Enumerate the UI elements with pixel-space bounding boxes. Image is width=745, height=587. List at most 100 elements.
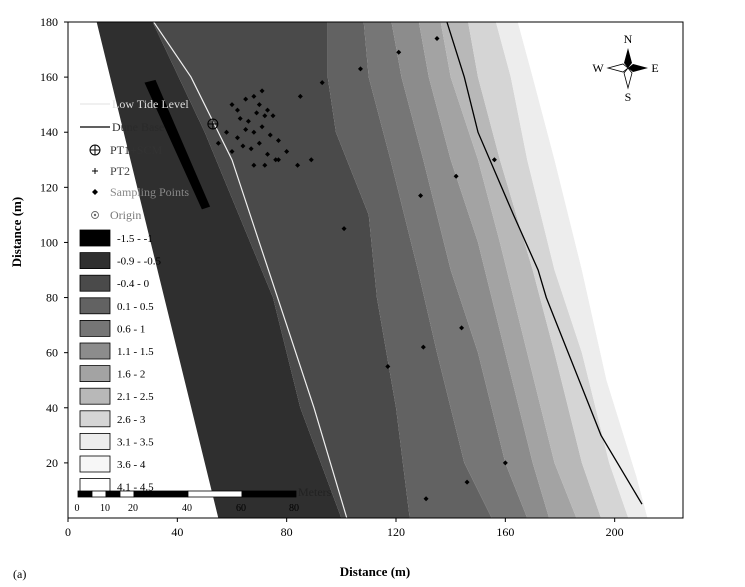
y-tick-label: 40 <box>46 401 58 415</box>
scale-bar-segment <box>77 490 93 498</box>
x-tick-label: 40 <box>171 525 183 539</box>
sampling-point <box>295 162 301 168</box>
low-tide-level-line <box>152 22 348 518</box>
scale-bar-segment <box>133 490 189 498</box>
sampling-point <box>251 93 257 99</box>
sampling-point <box>243 96 249 102</box>
sampling-point <box>459 325 465 331</box>
elevation-band-1 <box>152 22 410 518</box>
sampling-point <box>420 344 426 350</box>
sampling-point <box>259 88 265 94</box>
sampling-point <box>215 140 221 146</box>
legend-band-swatch <box>79 319 111 337</box>
sampling-point <box>418 193 424 199</box>
legend-band-swatch <box>79 229 111 247</box>
sampling-point <box>237 115 243 121</box>
sampling-point <box>243 126 249 132</box>
pt1-scm-marker <box>207 118 219 130</box>
north-label: N <box>624 32 633 46</box>
sampling-point <box>245 118 251 124</box>
x-tick-label: 0 <box>65 525 71 539</box>
scale-tick-80: 80 <box>289 503 299 514</box>
sampling-point <box>297 93 303 99</box>
legend-band-swatch <box>79 297 111 315</box>
sampling-point <box>275 137 281 143</box>
legend-dune-base-label: Dune Base <box>112 120 164 134</box>
sampling-point <box>265 151 271 157</box>
legend-band-label: 3.1 - 3.5 <box>117 436 154 448</box>
scale-tick-10: 10 <box>100 503 110 514</box>
map-area <box>68 22 683 518</box>
legend-band-label: 2.1 - 2.5 <box>117 391 154 403</box>
sampling-point <box>224 129 230 135</box>
x-tick-label: 120 <box>387 525 405 539</box>
scale-bar-segment <box>241 490 297 498</box>
sampling-point <box>262 113 268 119</box>
x-tick-label: 80 <box>281 525 293 539</box>
north-arrow-icon: N S E W <box>592 32 658 104</box>
sampling-point <box>256 102 262 108</box>
sampling-point <box>240 143 246 149</box>
sampling-point <box>251 162 257 168</box>
scale-tick-60: 60 <box>236 503 246 514</box>
sampling-points <box>215 36 508 502</box>
sampling-point <box>284 149 290 155</box>
scale-unit-label: Meters <box>298 485 332 499</box>
sampling-point <box>275 157 281 163</box>
x-axis-ticks: 0 40 80 120 160 200 <box>65 518 624 539</box>
sampling-point <box>319 80 325 86</box>
legend-band-swatch <box>79 432 111 450</box>
legend-band-label: 1.1 - 1.5 <box>117 346 154 358</box>
y-axis-ticks: 20 40 60 80 100 120 140 160 180 <box>40 15 68 470</box>
sampling-point <box>234 107 240 113</box>
scale-bar-segment <box>187 490 243 498</box>
sampling-point <box>229 149 235 155</box>
scale-tick-20: 20 <box>128 503 138 514</box>
x-tick-label: 160 <box>496 525 514 539</box>
legend-pt1-icon <box>89 144 101 156</box>
sampling-point <box>229 102 235 108</box>
scale-bar: 0 10 20 40 60 80 Meters <box>75 485 332 514</box>
sampling-point <box>423 496 429 502</box>
legend-sampling-icon <box>92 189 98 195</box>
y-tick-label: 140 <box>40 125 58 139</box>
dune-base-line <box>446 22 643 505</box>
legend-band-label: 3.6 - 4 <box>117 459 146 471</box>
legend-origin-icon <box>91 211 99 219</box>
scale-bar-segment <box>105 490 121 498</box>
legend-band-label: 2.6 - 3 <box>117 414 146 426</box>
legend-band-swatch <box>79 387 111 405</box>
elevation-band-4 <box>391 22 550 518</box>
south-label: S <box>625 90 632 104</box>
sampling-point <box>273 157 279 163</box>
sampling-point <box>453 173 459 179</box>
legend-band-label: 0.6 - 1 <box>117 323 145 335</box>
elevation-band-0 <box>96 22 342 518</box>
y-tick-label: 180 <box>40 15 58 29</box>
west-label: W <box>592 61 604 75</box>
plot-frame <box>67 21 684 519</box>
legend-band-swatch <box>79 410 111 428</box>
sampling-point <box>341 226 347 232</box>
sampling-point <box>357 66 363 72</box>
east-label: E <box>651 61 658 75</box>
sampling-point <box>434 36 440 42</box>
scale-bar-segment <box>91 490 107 498</box>
y-axis-label: Distance (m) <box>9 197 24 267</box>
sampling-point <box>234 135 240 141</box>
sampling-point <box>464 479 470 485</box>
legend-low-tide-label: Low Tide Level <box>112 97 189 111</box>
legend-sampling-label: Sampling Points <box>110 185 189 199</box>
y-tick-label: 160 <box>40 70 58 84</box>
legend-band-label: 1.6 - 2 <box>117 369 145 381</box>
legend-origin-label: Origin <box>110 208 141 222</box>
sampling-point <box>251 129 257 135</box>
x-axis-label: Distance (m) <box>340 564 410 579</box>
y-tick-label: 60 <box>46 346 58 360</box>
sampling-point <box>265 107 271 113</box>
sampling-point <box>396 49 402 55</box>
elevation-band-2 <box>327 22 492 518</box>
elevation-band-6 <box>440 22 601 518</box>
legend-pt1-label: PT1+SCM <box>110 143 162 157</box>
